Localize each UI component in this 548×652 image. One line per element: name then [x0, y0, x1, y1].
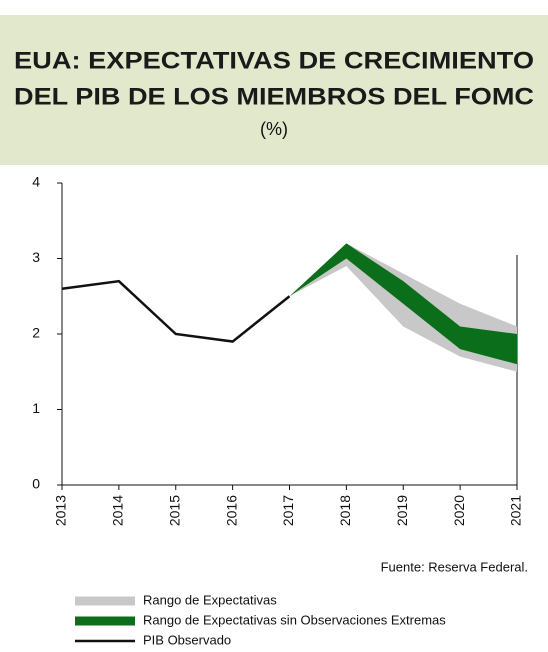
legend-swatch [75, 616, 135, 626]
y-tick-label: 1 [32, 400, 40, 416]
y-tick-label: 4 [32, 174, 40, 190]
chart-title: EUA: EXPECTATIVAS DE CRECIMIENTO [14, 47, 534, 74]
x-tick-label: 2017 [280, 495, 296, 526]
legend-swatch [75, 596, 135, 606]
legend-label: Rango de Expectativas sin Observaciones … [143, 612, 446, 627]
x-tick-label: 2020 [451, 495, 467, 526]
x-tick-label: 2016 [223, 495, 239, 526]
x-tick-label: 2021 [508, 495, 524, 526]
x-tick-label: 2015 [166, 495, 182, 526]
legend-label: PIB Observado [143, 632, 231, 647]
header-box [0, 15, 548, 165]
x-tick-label: 2019 [394, 495, 410, 526]
legend-swatch [75, 639, 135, 643]
range-band [289, 243, 517, 365]
line [61, 279, 291, 343]
legend-label: Rango de Expectativas [143, 592, 277, 607]
chart-title: DEL PIB DE LOS MIEMBROS DEL FOMC [14, 83, 534, 110]
source: Fuente: Reserva Federal. [381, 559, 528, 574]
chart-subtitle: (%) [260, 119, 288, 139]
x-tick-label: 2013 [53, 495, 69, 526]
x-tick-label: 2018 [337, 495, 353, 526]
y-tick-label: 3 [32, 249, 40, 265]
y-tick-label: 0 [32, 476, 40, 492]
x-tick-label: 2014 [110, 495, 126, 526]
y-tick-label: 2 [32, 325, 40, 341]
